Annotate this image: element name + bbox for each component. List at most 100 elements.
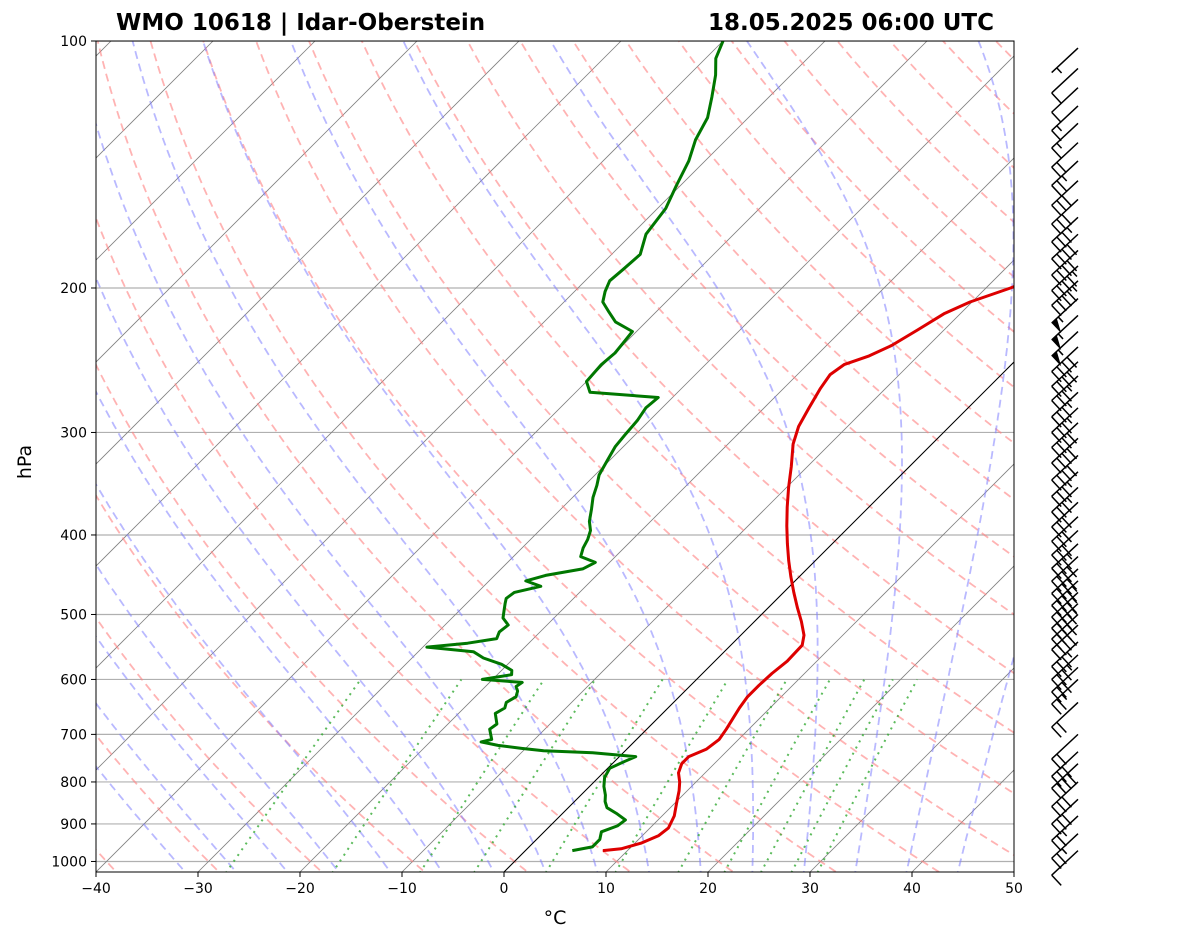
wind-barb-staff xyxy=(1051,297,1079,324)
wind-barb-staff xyxy=(1051,198,1079,225)
wind-barb-staff xyxy=(1051,763,1079,789)
mixing-ratio-line xyxy=(545,678,664,872)
isotherm-line xyxy=(96,41,316,261)
moist-adiabat-line xyxy=(402,41,755,872)
mixing-ratio-line xyxy=(331,678,463,872)
wind-barb-flag xyxy=(1061,516,1073,529)
y-tick-label: 300 xyxy=(60,425,87,441)
dry-adiabat-lines xyxy=(96,23,1181,879)
dry-adiabat-line xyxy=(677,41,1014,389)
wind-barb-flag xyxy=(1061,376,1073,388)
wind-barb-flag xyxy=(1061,583,1073,595)
wind-barb-flag xyxy=(1061,813,1073,826)
wind-barb-flag xyxy=(1051,184,1062,197)
wind-barb-flag xyxy=(1051,678,1062,691)
dewpoint-profile xyxy=(425,41,725,853)
wind-barb-half-flag xyxy=(1071,585,1078,592)
wind-barb-flag xyxy=(1056,427,1067,439)
dry-adiabat-line xyxy=(413,41,1014,675)
dry-adiabat-line xyxy=(255,41,1014,857)
wind-barb xyxy=(1051,361,1079,398)
wind-barb xyxy=(1051,216,1079,253)
wind-barb xyxy=(1051,701,1079,738)
wind-barb-flag xyxy=(1051,580,1062,592)
wind-barb-staff xyxy=(1051,751,1079,777)
x-tick-label: −40 xyxy=(81,881,111,897)
isotherm-line xyxy=(401,259,1014,872)
wind-barb-flag xyxy=(1066,432,1078,444)
moist-adiabat-line xyxy=(905,41,1014,872)
wind-barb-flag xyxy=(1056,411,1067,423)
wind-barb-flag xyxy=(1051,554,1062,566)
isotherm-line xyxy=(197,55,1014,872)
wind-barb-half-flag xyxy=(1056,67,1063,74)
wind-barb xyxy=(1051,850,1079,886)
wind-barb-flag xyxy=(1051,638,1062,650)
wind-barb-half-flag xyxy=(1071,285,1078,292)
y-tick-label: 700 xyxy=(60,727,87,743)
wind-barb-flag xyxy=(1051,147,1062,159)
chart-title-right: 18.05.2025 06:00 UTC xyxy=(708,10,994,36)
wind-barb-flag xyxy=(1061,544,1073,557)
wind-barb-flag xyxy=(1061,406,1073,419)
wind-barb xyxy=(1051,580,1079,617)
wind-barb-flag xyxy=(1066,465,1078,477)
moist-adiabat-line xyxy=(956,652,1014,872)
wind-barb-flag xyxy=(1051,604,1062,617)
wind-barb-flag xyxy=(1056,686,1067,698)
wind-barb-flag xyxy=(1061,213,1073,226)
wind-barb-flag xyxy=(1051,839,1062,852)
isotherm-line xyxy=(1013,871,1014,872)
wind-barb xyxy=(1051,516,1079,552)
zero-isotherm-line xyxy=(503,361,1014,872)
wind-barb-staff xyxy=(1051,613,1079,640)
wind-barb xyxy=(1051,422,1079,459)
wind-barb-staff xyxy=(1051,142,1079,168)
dry-adiabat-line xyxy=(624,41,1014,445)
wind-barb-flag xyxy=(1051,787,1062,799)
moist-adiabat-line xyxy=(549,41,819,872)
wind-barb xyxy=(1051,833,1079,869)
wind-barb-flag xyxy=(1051,691,1062,703)
wind-barb-flag xyxy=(1056,852,1067,865)
mixing-ratio-lines xyxy=(225,678,919,872)
wind-barb-pennant xyxy=(1051,351,1062,367)
wind-barb xyxy=(1051,297,1079,334)
moist-adiabat-line xyxy=(96,635,289,872)
wind-barb-flag xyxy=(1066,371,1078,383)
dry-adiabat-line xyxy=(308,41,1014,795)
wind-barb xyxy=(1051,543,1079,580)
wind-barb-flag xyxy=(1051,857,1062,869)
dry-adiabat-line xyxy=(1031,23,1181,879)
wind-barb-flag xyxy=(1056,588,1067,600)
wind-barb-flag xyxy=(1051,241,1062,253)
wind-barb-flag xyxy=(1061,595,1073,607)
wind-barb-flag xyxy=(1056,474,1067,486)
wind-barb xyxy=(1051,330,1079,367)
wind-barb-staff xyxy=(1051,543,1079,569)
moist-adiabat-line xyxy=(96,482,392,872)
wind-barb-flag xyxy=(1066,290,1078,302)
wind-barb-flag xyxy=(1066,578,1078,590)
x-tick-label: 40 xyxy=(903,881,921,897)
wind-barb-pennant xyxy=(1051,335,1062,351)
zero-isotherm xyxy=(503,361,1014,872)
wind-barb xyxy=(1051,798,1079,835)
wind-barb-flag xyxy=(1066,590,1078,602)
wind-barb xyxy=(1051,733,1079,770)
wind-barb-flag xyxy=(1056,801,1067,813)
wind-barb-half-flag xyxy=(1066,385,1073,392)
y-tick-label: 200 xyxy=(60,281,87,297)
x-tick-label: −20 xyxy=(285,881,315,897)
wind-barb-flag xyxy=(1061,264,1073,277)
wind-barb xyxy=(1051,471,1079,508)
wind-barb-flag xyxy=(1056,521,1067,533)
wind-barb-flag xyxy=(1051,627,1062,639)
wind-barb-flag xyxy=(1061,231,1073,244)
wind-barb-flag xyxy=(1056,269,1067,281)
wind-barb-staff xyxy=(1051,833,1079,859)
wind-barb-flag xyxy=(1051,416,1062,428)
wind-barb-flag xyxy=(1056,535,1067,548)
wind-barbs xyxy=(1051,47,1079,886)
wind-barb xyxy=(1051,654,1079,691)
